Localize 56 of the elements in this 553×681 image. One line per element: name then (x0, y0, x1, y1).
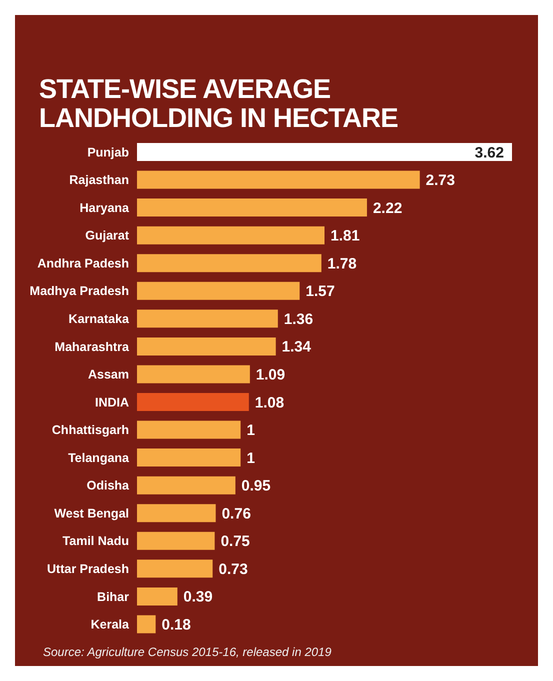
bar (137, 337, 276, 356)
y-tick-label: Kerala (90, 618, 130, 632)
data-label: 1.09 (256, 366, 286, 384)
bar (137, 143, 512, 161)
bar (137, 282, 300, 300)
bar (137, 198, 367, 217)
y-tick-label: Madhya Pradesh (30, 284, 129, 298)
data-label: 1.34 (282, 338, 312, 356)
y-tick-label: Haryana (80, 200, 130, 215)
data-label: 0.18 (162, 616, 191, 634)
y-tick-label: Andhra Padesh (37, 256, 129, 270)
y-tick-label: Odisha (86, 478, 130, 493)
y-tick-label: Gujarat (85, 228, 130, 243)
y-tick-label: Uttar Pradesh (47, 562, 129, 576)
data-label: 1.78 (327, 255, 357, 272)
bar (137, 170, 420, 189)
data-label: 0.76 (222, 505, 251, 522)
y-tick-label: Punjab (87, 145, 130, 160)
y-tick-label: INDIA (94, 395, 129, 410)
y-tick-label: Telangana (68, 450, 130, 465)
chart-title: STATE-WISE AVERAGE LANDHOLDING IN HECTARE (39, 74, 398, 133)
bar (137, 560, 213, 578)
bar (137, 615, 156, 634)
y-tick-label: Assam (88, 368, 129, 382)
data-label: 1.57 (306, 283, 335, 300)
y-tick-label: Karnataka (68, 312, 130, 326)
data-label: 1.08 (254, 394, 284, 412)
bar (137, 365, 250, 384)
bar (137, 226, 324, 244)
bar (137, 310, 278, 328)
bar (137, 476, 236, 494)
data-label: 1.36 (284, 310, 314, 328)
data-label: 1 (246, 450, 255, 467)
y-tick-label: Rajasthan (69, 173, 129, 188)
data-label: 0.73 (218, 560, 248, 578)
data-label: 0.75 (220, 533, 250, 550)
bar (137, 254, 322, 272)
bar (137, 420, 241, 439)
data-label: 0.39 (183, 588, 213, 606)
bar (137, 393, 249, 411)
y-tick-label: Maharashtra (54, 340, 130, 354)
bar (137, 532, 215, 550)
y-tick-label: Tamil Nadu (62, 534, 129, 548)
data-label: 2.22 (372, 200, 402, 217)
bar (137, 504, 216, 522)
y-tick-label: Bihar (97, 590, 130, 604)
bar (137, 448, 241, 467)
data-label: 1.81 (330, 228, 360, 245)
data-label: 1 (246, 422, 255, 440)
y-tick-label: West Bengal (54, 506, 129, 520)
data-label: 3.62 (474, 144, 504, 162)
data-label: 2.73 (426, 172, 456, 190)
data-label: 0.95 (241, 478, 271, 495)
bar (137, 587, 178, 606)
source-note: Source: Agriculture Census 2015-16, released in 2019 (43, 645, 332, 659)
y-tick-label: Chhattisgarh (52, 423, 129, 438)
